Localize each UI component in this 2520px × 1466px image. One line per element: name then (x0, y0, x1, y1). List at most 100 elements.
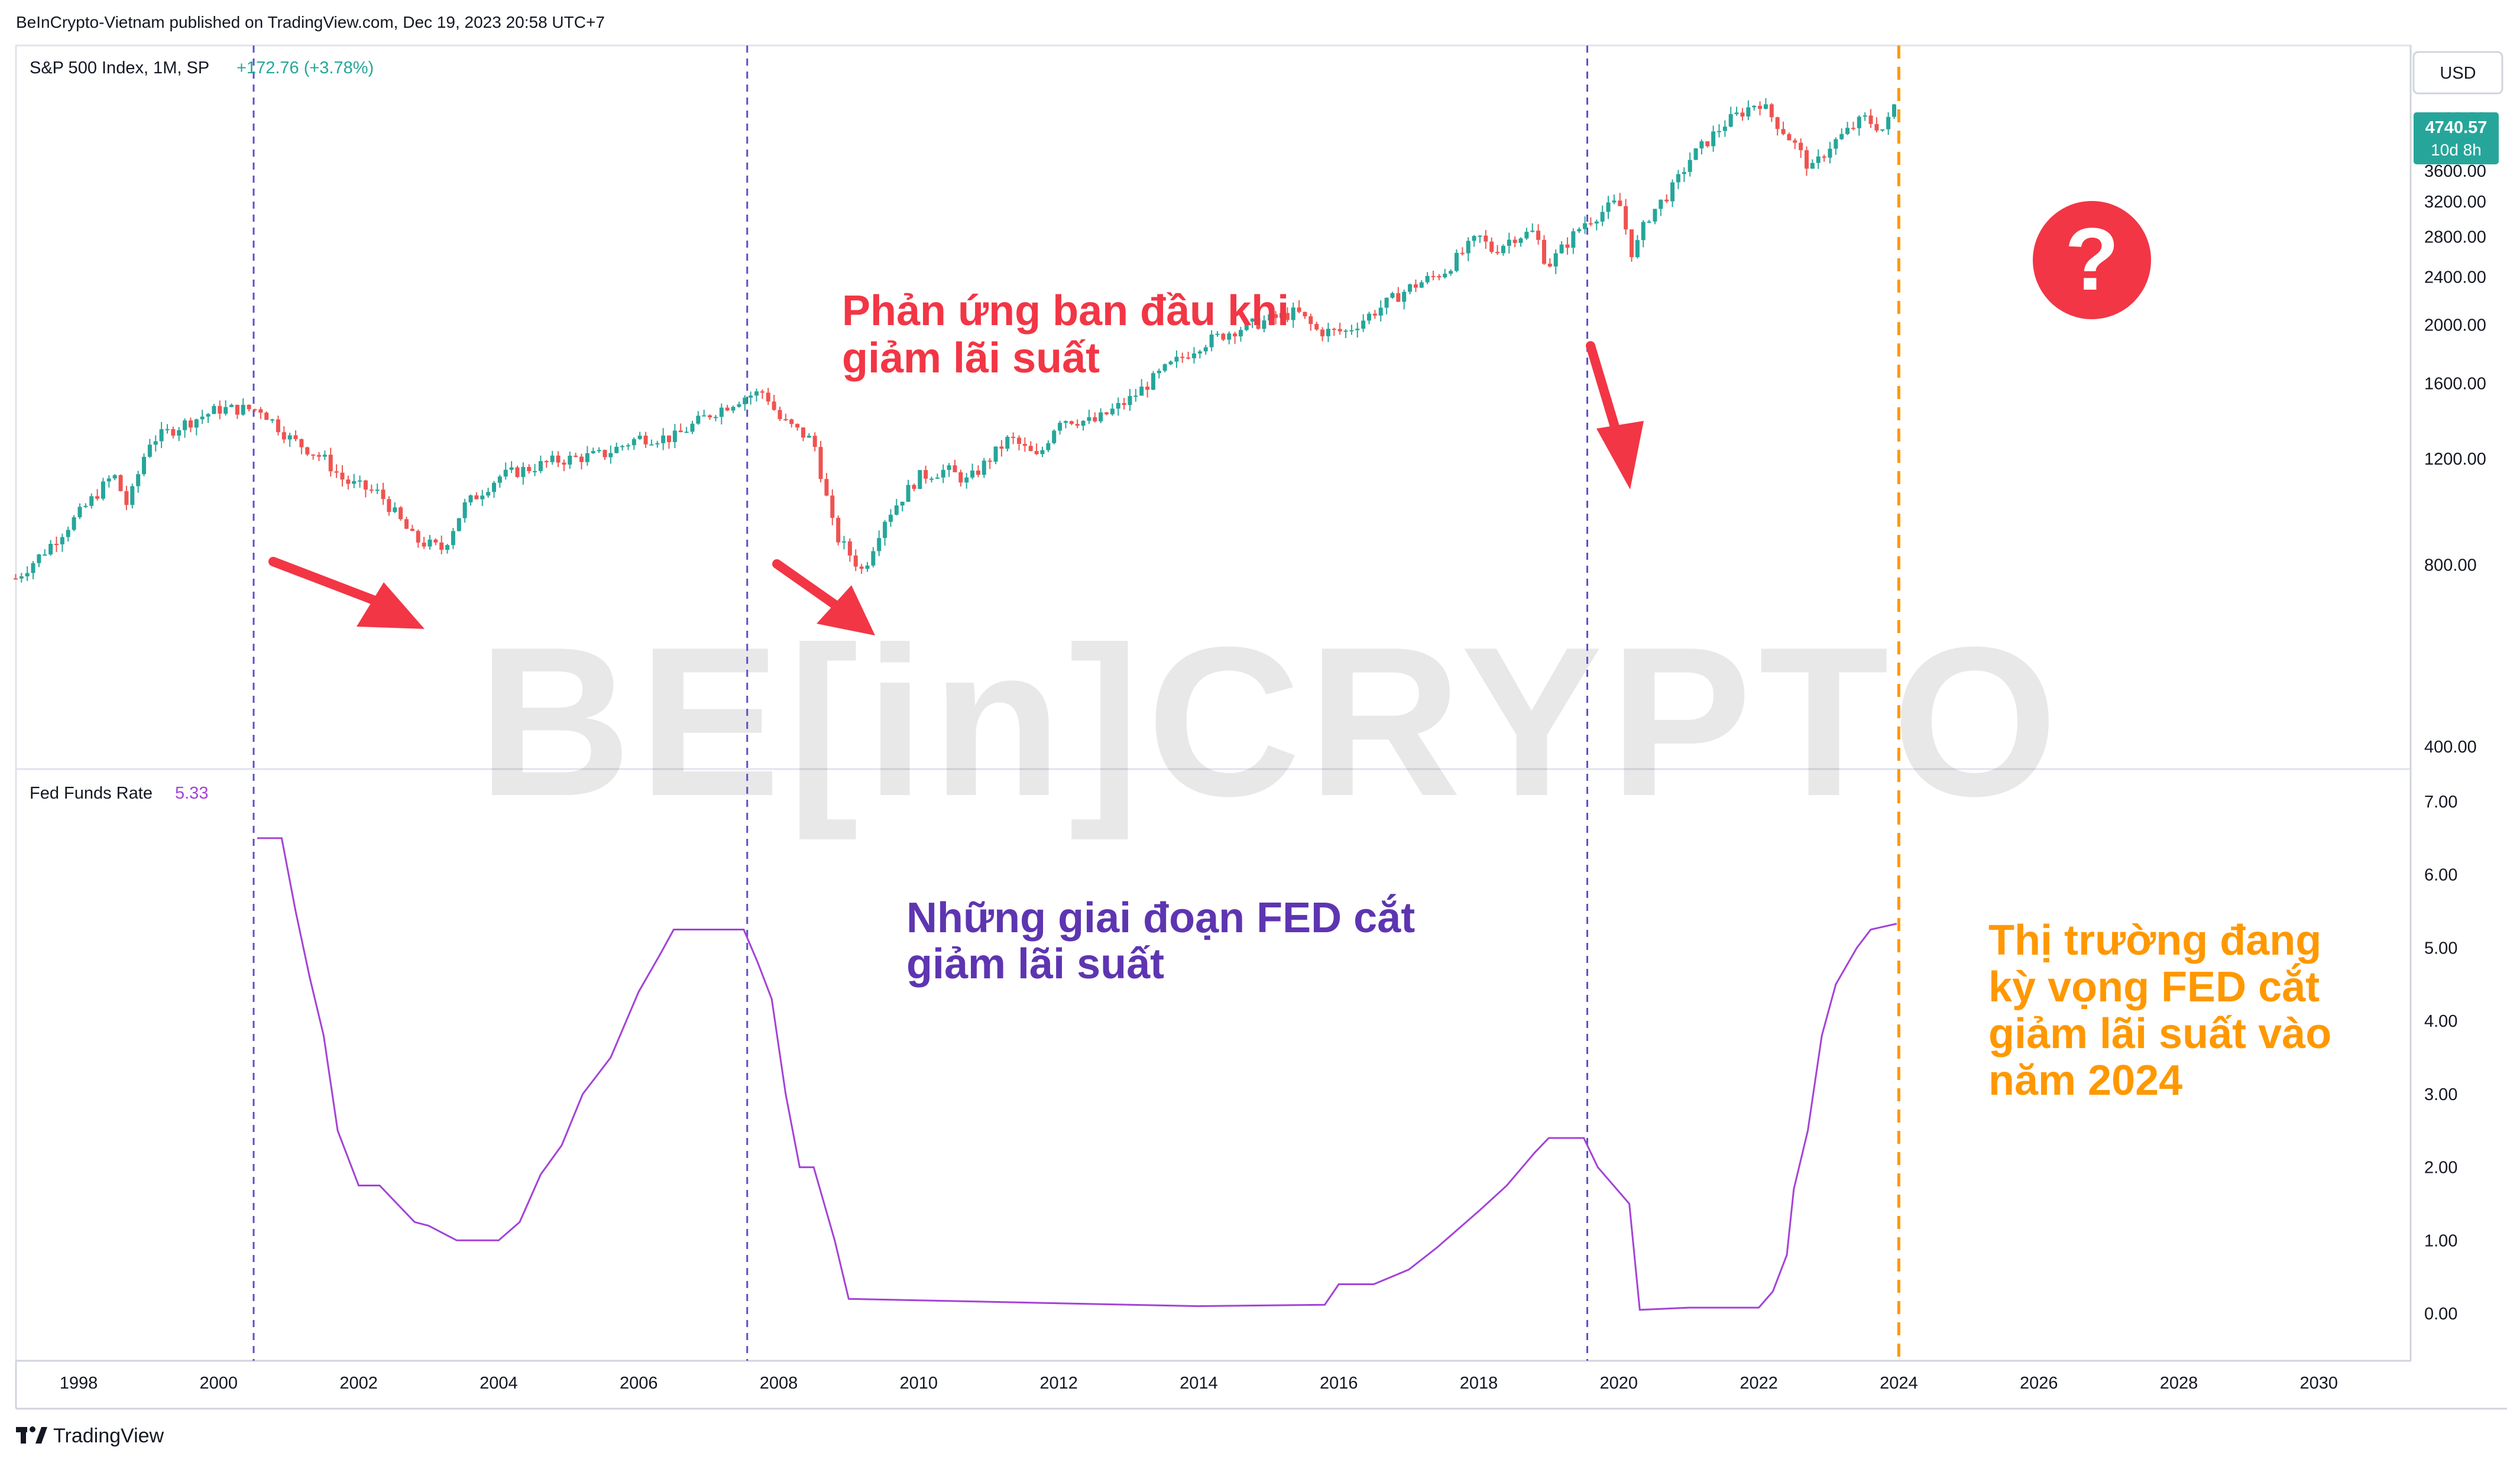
candle-body (124, 491, 129, 505)
candle-body (1244, 322, 1249, 330)
candle-body (1320, 329, 1325, 336)
candle-body (818, 447, 823, 479)
candle-body (737, 404, 741, 407)
symbol-title[interactable]: S&P 500 Index, 1M, SP (30, 59, 209, 77)
candle-body (678, 430, 683, 433)
candle-body (89, 496, 94, 506)
candle-body (369, 489, 374, 491)
candle-body (544, 461, 549, 463)
candle-body (363, 480, 368, 490)
candle-body (871, 551, 876, 566)
rate-tick-3: 3.00 (2424, 1085, 2457, 1104)
candle-body (568, 455, 572, 465)
footer-brand[interactable]: TradingView (53, 1425, 164, 1447)
candle-body (1839, 134, 1844, 140)
candle-body (953, 465, 957, 472)
candle-body (1466, 241, 1470, 254)
candle-body (1588, 223, 1593, 225)
candle-body (1361, 320, 1366, 329)
candle-body (252, 409, 257, 411)
candle-body (1238, 330, 1243, 337)
candle-body (690, 423, 695, 432)
candle-body (696, 416, 701, 424)
candle-body (527, 466, 532, 471)
candle-body (1262, 320, 1267, 329)
candle-body (1186, 357, 1191, 359)
candle-body (281, 432, 286, 440)
candle-body (1431, 275, 1436, 277)
candle-body (165, 429, 170, 430)
candle-body (614, 446, 619, 453)
candle-body (509, 467, 514, 470)
candle-body (982, 460, 986, 475)
year-tick-0: 1998 (60, 1374, 98, 1393)
candle-body (877, 538, 882, 552)
candle-body (1787, 134, 1792, 141)
candle-body (672, 430, 677, 442)
candle-body (474, 495, 479, 500)
price-tick-1: 800.00 (2424, 556, 2477, 575)
candle-body (987, 460, 992, 462)
candle-body (112, 475, 117, 479)
price-axis: 400.00 800.00 1200.00 1600.00 2000.00 2400.00… (2424, 109, 2486, 757)
currency-button[interactable]: USD (2412, 51, 2503, 95)
candle-body (1641, 222, 1646, 241)
candle-body (1099, 412, 1103, 421)
fed-cut-annotation-line2: giảm lãi suất (906, 940, 1164, 988)
candle-body (603, 450, 607, 458)
candle-body (993, 446, 998, 462)
candle-body (1443, 274, 1447, 278)
drop-arrow-2019 (1586, 341, 1644, 489)
candle-body (1413, 284, 1418, 288)
candle-body (1717, 131, 1722, 132)
year-tick-4: 2006 (620, 1374, 658, 1393)
expectation-annotation-line1: Thị trường đang (1988, 917, 2321, 964)
candle-body (1565, 244, 1570, 248)
candle-body (200, 416, 205, 420)
price-tick-7: 3200.00 (2424, 193, 2486, 212)
candle-body (515, 467, 520, 477)
candle-body (766, 393, 770, 402)
candle-body (597, 450, 601, 452)
candle-body (1489, 241, 1494, 252)
candle-body (287, 435, 292, 440)
candle-body (106, 478, 111, 482)
candle-body (1145, 387, 1150, 390)
candle-body (1845, 128, 1850, 134)
candle-body (579, 456, 584, 462)
candle-body (1664, 199, 1669, 202)
candle-body (1285, 313, 1290, 320)
rate-tick-7: 7.00 (2424, 793, 2457, 812)
candle-body (393, 507, 397, 513)
candle-body (964, 477, 969, 483)
candle-body (772, 401, 776, 410)
candle-body (130, 486, 135, 505)
expectation-annotation-line4: năm 2024 (1988, 1057, 2182, 1104)
candle-body (334, 471, 339, 473)
candle-body (1559, 244, 1564, 254)
candle-body (708, 415, 712, 418)
year-tick-9: 2016 (1320, 1374, 1358, 1393)
candle-body (1203, 347, 1208, 352)
candle-body (1740, 112, 1745, 117)
candle-body (299, 439, 304, 447)
candle-body (153, 441, 158, 445)
candle-body (194, 419, 199, 428)
expectation-annotation-line2: kỳ vọng FED cắt (1988, 963, 2320, 1011)
candle-body (1659, 199, 1663, 209)
candle-body (399, 507, 403, 520)
candle-body (264, 413, 269, 420)
candle-body (147, 445, 152, 457)
candle-body (1793, 140, 1797, 143)
candle-body (754, 391, 759, 396)
candle-body (562, 462, 566, 465)
candle-body (322, 455, 327, 457)
candle-body (1314, 324, 1319, 330)
candle-body (585, 453, 589, 462)
candle-body (1408, 284, 1413, 292)
candle-body (1670, 182, 1675, 202)
candle-body (1215, 333, 1220, 335)
candle-body (655, 443, 660, 445)
candle-body (340, 472, 345, 480)
indicator-name[interactable]: Fed Funds Rate (30, 784, 153, 803)
